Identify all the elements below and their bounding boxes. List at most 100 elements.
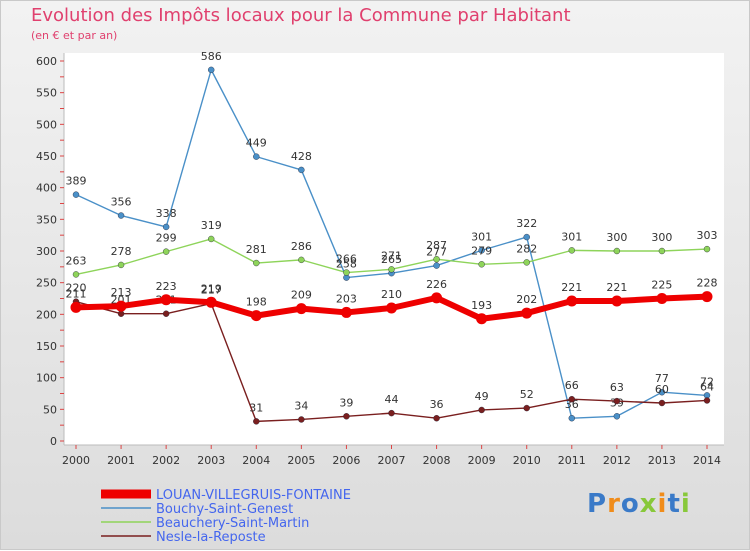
y-tick-label: 450 (36, 150, 57, 163)
data-point (340, 306, 352, 318)
data-label: 300 (606, 231, 627, 244)
data-label: 66 (565, 379, 579, 392)
x-tick-label: 2009 (468, 454, 496, 467)
x-tick-label: 2001 (107, 454, 135, 467)
data-point (568, 247, 575, 254)
x-tick-label: 2007 (378, 454, 406, 467)
data-point (611, 295, 623, 307)
data-label: 263 (66, 254, 87, 267)
legend-label: Nesle-la-Reposte (156, 530, 266, 545)
data-label: 209 (291, 289, 312, 302)
data-label: 282 (516, 242, 537, 255)
data-point (162, 310, 170, 317)
x-tick-label: 2004 (242, 454, 270, 467)
data-label: 39 (339, 396, 353, 409)
data-point (72, 271, 80, 278)
data-label: 193 (471, 299, 492, 312)
data-label: 226 (426, 278, 447, 291)
data-label: 322 (516, 217, 537, 230)
data-label: 265 (381, 253, 402, 266)
data-label: 219 (201, 282, 222, 295)
data-label: 31 (249, 401, 263, 414)
data-label: 198 (246, 296, 267, 309)
data-label: 52 (520, 388, 534, 401)
chart-title: Evolution des Impôts locaux pour la Comm… (31, 5, 571, 26)
data-label: 301 (471, 230, 492, 243)
data-point (613, 247, 621, 255)
data-label: 77 (655, 372, 669, 385)
data-label: 217 (201, 284, 222, 297)
data-label: 36 (565, 398, 579, 411)
data-point (115, 300, 127, 312)
x-tick-label: 2000 (62, 454, 90, 467)
data-point (703, 245, 711, 253)
data-point (658, 399, 666, 407)
x-tick-label: 2011 (558, 454, 586, 467)
data-point (388, 409, 395, 417)
data-point (523, 233, 530, 241)
data-point (298, 416, 305, 423)
data-label: 202 (516, 293, 537, 306)
data-point (431, 292, 443, 304)
data-point (703, 397, 711, 404)
data-label: 277 (426, 246, 447, 259)
data-label: 266 (336, 253, 357, 266)
data-label: 303 (697, 229, 718, 242)
data-label: 64 (700, 380, 714, 393)
data-label: 586 (201, 50, 222, 63)
data-label: 279 (471, 244, 492, 257)
data-point (162, 248, 170, 255)
data-label: 356 (111, 196, 132, 209)
data-label: 225 (651, 279, 672, 292)
data-label: 44 (385, 393, 399, 406)
data-point (72, 191, 80, 198)
data-point (523, 404, 530, 412)
data-label: 228 (697, 277, 718, 290)
x-tick-label: 2008 (423, 454, 451, 467)
y-tick-label: 500 (36, 118, 57, 131)
data-point (568, 396, 575, 403)
legend-label: Bouchy-Saint-Genest (156, 502, 293, 517)
data-point (478, 406, 485, 414)
data-point (250, 310, 262, 322)
y-tick-label: 600 (36, 55, 57, 68)
y-tick-label: 550 (36, 87, 57, 100)
y-tick-label: 400 (36, 182, 57, 195)
data-label: 72 (700, 375, 714, 388)
data-point (568, 415, 575, 422)
data-point (613, 397, 621, 405)
data-label: 63 (610, 381, 624, 394)
data-point (298, 256, 305, 264)
chart-subtitle: (en € et par an) (31, 29, 118, 42)
data-point (433, 262, 440, 269)
data-point (253, 153, 260, 160)
data-label: 221 (561, 281, 582, 294)
x-tick-label: 2012 (603, 454, 631, 467)
x-tick-label: 2006 (332, 454, 360, 467)
data-point (343, 269, 350, 276)
data-label: 287 (426, 239, 447, 252)
data-label: 281 (246, 243, 267, 256)
data-label: 271 (381, 249, 402, 262)
data-label: 286 (291, 240, 312, 253)
data-point (208, 66, 215, 74)
data-label: 210 (381, 288, 402, 301)
x-tick-label: 2013 (648, 454, 676, 467)
data-label: 221 (606, 281, 627, 294)
y-tick-label: 350 (36, 213, 57, 226)
data-label: 213 (111, 286, 132, 299)
data-point (205, 296, 217, 308)
y-tick-label: 300 (36, 245, 57, 258)
data-point (253, 418, 260, 425)
data-label: 223 (156, 280, 177, 293)
y-tick-label: 100 (36, 372, 57, 385)
data-label: 299 (156, 232, 177, 245)
data-label: 389 (66, 175, 87, 188)
legend-label: Beauchery-Saint-Martin (156, 516, 309, 531)
data-label: 49 (475, 390, 489, 403)
data-point (386, 302, 397, 314)
data-point (613, 413, 621, 420)
data-point (253, 259, 260, 267)
